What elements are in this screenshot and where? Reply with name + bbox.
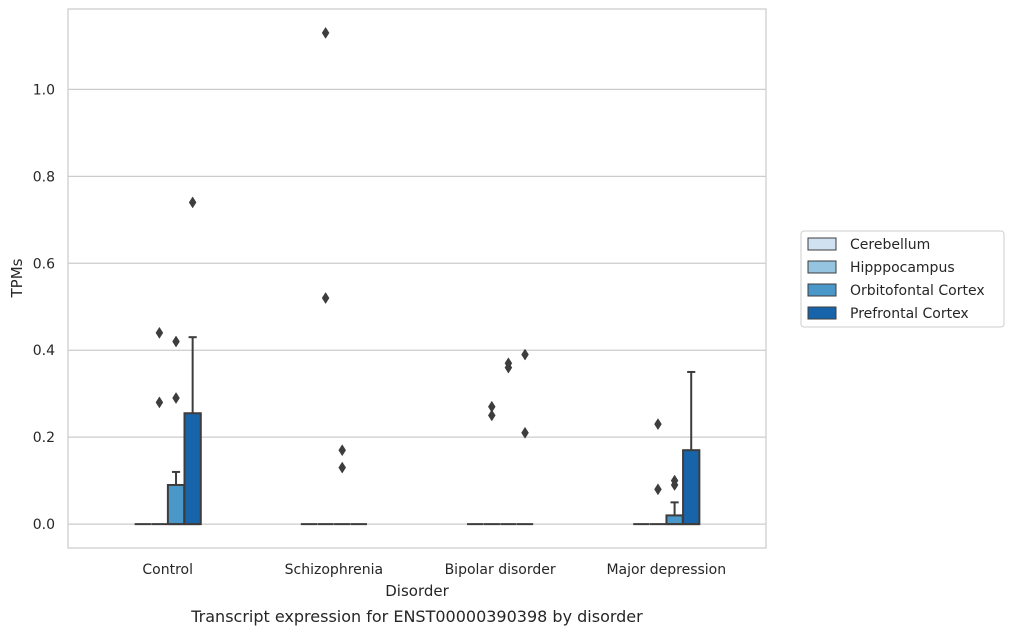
outlier-point <box>670 474 679 487</box>
outlier-point <box>654 483 662 496</box>
outlier-point <box>654 418 662 431</box>
outlier-point <box>487 400 496 413</box>
legend-swatch <box>807 306 837 320</box>
box <box>665 514 684 526</box>
category-group <box>633 370 701 526</box>
outlier-point <box>155 326 164 339</box>
outlier-point <box>321 26 330 39</box>
y-tick-label: 0.2 <box>33 430 55 446</box>
y-axis-label: TPMs <box>8 258 26 298</box>
outlier-point <box>504 357 513 370</box>
x-tick-labels: Control Schizophrenia Bipolar disorder Majo… <box>142 562 726 578</box>
legend-frame <box>800 230 1005 328</box>
box <box>166 483 186 526</box>
outlier-point <box>172 392 180 405</box>
legend-label: Hipppocampus <box>850 260 955 276</box>
legend-label: Cerebellum <box>850 237 930 253</box>
y-tick-label: 0.0 <box>33 517 55 533</box>
x-tick-label: Schizophrenia <box>285 562 383 578</box>
y-tick-label: 0.4 <box>33 343 55 359</box>
outlier-point <box>155 396 164 409</box>
legend-swatch <box>807 283 837 297</box>
category-group <box>300 26 367 526</box>
legend: Cerebellum Hipppocampus Orbitofontal Corte… <box>800 230 1005 328</box>
y-tick-labels: 0.0 0.2 0.4 0.6 0.8 1.0 <box>33 82 55 533</box>
outlier-point <box>321 292 330 305</box>
y-tick-label: 1.0 <box>33 82 55 98</box>
legend-label: Orbitofontal Cortex <box>850 283 985 299</box>
outlier-point <box>521 426 529 439</box>
y-tick-label: 0.6 <box>33 256 55 272</box>
outlier-point <box>338 444 347 457</box>
legend-swatch <box>807 260 837 274</box>
outlier-point <box>521 348 529 361</box>
box <box>682 449 701 526</box>
legend-label: Prefrontal Cortex <box>850 306 969 322</box>
plot-frame <box>67 8 767 549</box>
category-group <box>134 196 202 526</box>
x-tick-label: Major depression <box>606 562 726 578</box>
outlier-point <box>487 409 496 422</box>
outlier-point <box>172 335 180 348</box>
category-group <box>467 348 534 526</box>
x-axis-label: Disorder <box>385 582 449 600</box>
outlier-point <box>338 461 347 474</box>
box <box>183 412 202 526</box>
box-groups <box>134 26 701 526</box>
x-tick-label: Control <box>142 562 193 578</box>
outlier-point <box>188 196 197 209</box>
y-tick-label: 0.8 <box>33 169 55 185</box>
chart-caption: Transcript expression for ENST0000039039… <box>190 607 643 626</box>
legend-swatch <box>807 237 837 251</box>
x-tick-label: Bipolar disorder <box>445 562 556 578</box>
